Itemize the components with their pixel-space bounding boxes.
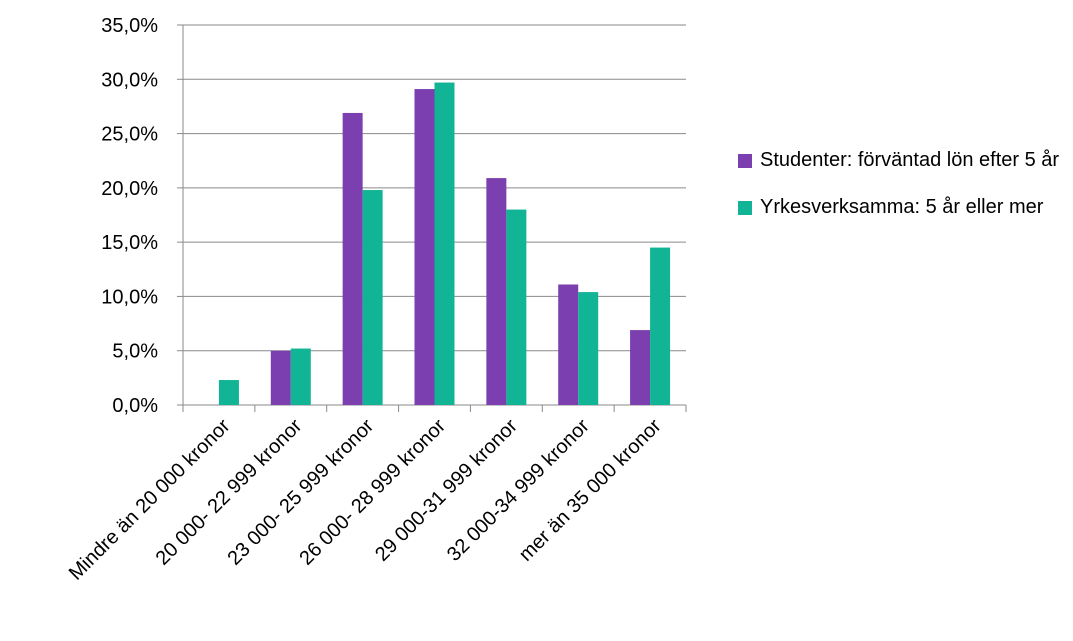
y-tick-label: 10,0%: [101, 286, 158, 308]
x-category-label: 20 000- 22 999 kronor: [152, 415, 307, 570]
bar-series-1: [414, 89, 435, 406]
x-category-label: mer än 35 000 kronor: [515, 415, 666, 566]
legend-swatch-studenter: [738, 154, 752, 168]
y-tick-label: 25,0%: [101, 124, 158, 146]
legend-item-studenter: Studenter: förväntad lön efter 5 år: [738, 146, 1068, 175]
bar-series-1: [486, 178, 507, 405]
bar-series-1: [558, 284, 579, 405]
legend-item-yrkesverksamma: Yrkesverksamma: 5 år eller mer: [738, 193, 1068, 222]
bar-series-1: [270, 350, 291, 405]
bar-series-2: [362, 190, 383, 405]
bar-series-2: [650, 247, 671, 405]
legend-label-studenter: Studenter: förväntad lön efter 5 år: [760, 149, 1060, 171]
bar-series-2: [578, 292, 599, 405]
bar-series-2: [506, 209, 527, 405]
y-tick-label: 35,0%: [101, 15, 158, 37]
legend-swatch-yrkesverksamma: [738, 201, 752, 215]
bar-series-1: [342, 112, 363, 405]
legend-label-yrkesverksamma: Yrkesverksamma: 5 år eller mer: [760, 196, 1044, 218]
bar-series-2: [434, 82, 455, 406]
y-tick-label: 0,0%: [112, 395, 158, 417]
y-tick-label: 20,0%: [101, 178, 158, 200]
bar-series-1: [630, 330, 651, 405]
x-category-label: 23 000- 25 999 kronor: [223, 415, 378, 570]
x-category-label: 26 000- 28 999 kronor: [295, 415, 450, 570]
x-category-label: 32 000-34 999 kronor: [443, 415, 594, 566]
y-tick-label: 15,0%: [101, 232, 158, 254]
legend: Studenter: förväntad lön efter 5 år Yrke…: [738, 146, 1068, 240]
y-tick-label: 30,0%: [101, 69, 158, 91]
x-category-label: 29 000-31 999 kronor: [371, 415, 522, 566]
y-tick-label: 5,0%: [112, 341, 158, 363]
bar-series-2: [218, 380, 239, 405]
bar-series-2: [290, 348, 311, 405]
